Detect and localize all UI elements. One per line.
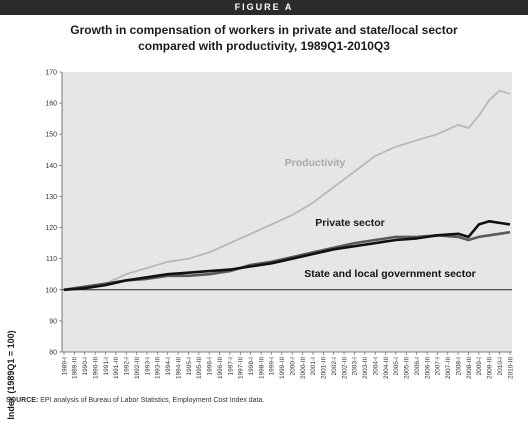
x-tick-label: 1998-III — [258, 357, 265, 379]
x-tick-label: 1995-I — [186, 357, 193, 376]
x-tick-label: 1996-I — [207, 357, 214, 376]
y-tick-label: 140 — [45, 163, 57, 170]
x-tick-label: 2010-III — [507, 357, 514, 379]
x-tick-label: 1998-I — [248, 357, 255, 376]
x-tick-label: 1994-I — [165, 357, 172, 376]
x-tick-label: 2008-III — [466, 357, 473, 379]
x-tick-label: 1996-III — [217, 357, 224, 379]
series-line-2 — [63, 220, 511, 292]
x-tick-label: 2001-I — [310, 357, 317, 376]
y-tick-label: 100 — [45, 287, 57, 294]
y-tick-label: 160 — [45, 101, 57, 108]
x-tick-label: 2009-I — [476, 357, 483, 376]
x-tick-label: 2007-III — [445, 357, 452, 379]
source-prefix: SOURCE: — [6, 397, 39, 404]
x-tick-label: 1999-III — [279, 357, 286, 379]
x-tick-label: 1993-I — [144, 357, 151, 376]
x-tick-label: 1990-III — [92, 357, 99, 379]
x-tick-label: 1989-III — [72, 357, 79, 379]
line-chart: 80 90 100 110 120 130 140 150 160 170 1989-I 1989-I… — [45, 70, 514, 380]
x-tick-label: 1990-I — [82, 357, 89, 376]
x-tick-label: 2006-III — [424, 357, 431, 379]
chart-title: Growth in compensation of workers in pri… — [0, 22, 528, 54]
y-tick-label: 110 — [46, 256, 57, 263]
x-tick-label: 1992-I — [124, 357, 131, 376]
x-tick-label: 2000-III — [300, 357, 307, 379]
plot-area — [62, 72, 512, 352]
x-tick-label: 1995-III — [196, 357, 203, 379]
figure-label: FIGURE A — [0, 0, 528, 15]
x-tick-label: 2005-I — [393, 357, 400, 376]
y-tick-label: 150 — [45, 132, 57, 139]
source-note: SOURCE: EPI analysis of Bureau of Labor … — [6, 397, 522, 404]
series-line-0 — [63, 89, 511, 291]
x-tick-label: 1997-III — [238, 357, 245, 379]
x-tick-label: 2010-I — [497, 357, 504, 376]
x-tick-label: 1992-III — [134, 357, 141, 379]
x-tick-label: 1989-I — [61, 357, 68, 376]
x-tick-label: 2000-I — [289, 357, 296, 376]
x-tick-label: 2009-III — [487, 357, 494, 379]
x-tick-label: 2004-I — [372, 357, 379, 376]
x-tick-label: 2003-III — [362, 357, 369, 379]
y-tick-label: 170 — [45, 70, 57, 77]
x-tick-label: 1991-I — [103, 357, 110, 376]
x-tick-label: 2002-I — [331, 357, 338, 376]
x-tick-label: 2003-I — [352, 357, 359, 376]
series-annotation-1: Private sector — [315, 217, 384, 229]
x-tick-label: 1994-III — [175, 357, 182, 379]
x-tick-label: 1999-I — [269, 357, 276, 376]
chart-title-line1: Growth in compensation of workers in pri… — [70, 23, 458, 37]
x-tick-label: 1997-I — [227, 357, 234, 376]
x-tick-label: 1993-III — [155, 357, 162, 379]
y-tick-label: 130 — [45, 194, 57, 201]
y-tick-label: 90 — [49, 318, 57, 325]
x-tick-label: 1991-III — [113, 357, 120, 379]
chart-title-line2: compared with productivity, 1989Q1-2010Q… — [138, 39, 390, 53]
y-tick-label: 80 — [49, 350, 57, 357]
x-tick-label: 2001-III — [321, 357, 328, 379]
x-tick-label: 2006-I — [414, 357, 421, 376]
x-tick-label: 2002-III — [341, 357, 348, 379]
series-annotation-2: State and local government sector — [304, 268, 476, 280]
x-tick-label: 2005-III — [404, 357, 411, 379]
series-line-1 — [63, 230, 511, 292]
series-annotation-0: Productivity — [285, 157, 346, 169]
x-tick-label: 2007-I — [435, 357, 442, 376]
y-tick-label: 120 — [45, 225, 57, 232]
source-text: EPI analysis of Bureau of Labor Statisti… — [40, 397, 265, 404]
x-tick-label: 2008-I — [455, 357, 462, 376]
x-tick-label: 2004-III — [383, 357, 390, 379]
